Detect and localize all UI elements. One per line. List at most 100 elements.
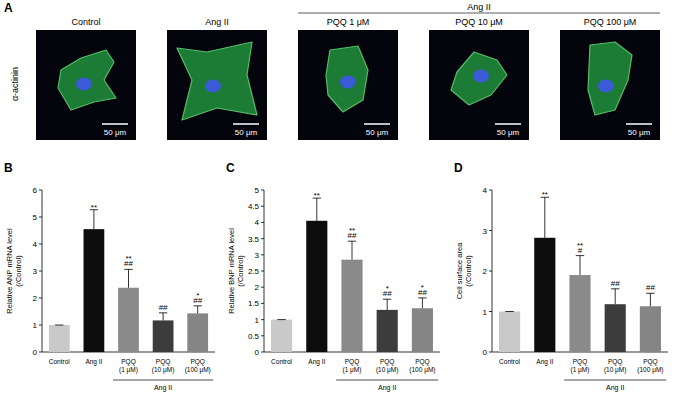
micrograph [298, 30, 398, 140]
x-tick-label-line: PQQ [608, 358, 622, 366]
group-bracket [564, 380, 666, 381]
scale-bar [495, 123, 521, 125]
y-tick-label: 0.5 [248, 332, 260, 341]
error-bar [277, 319, 285, 320]
y-tick-label: 1 [483, 308, 488, 317]
y-tick [39, 217, 42, 218]
treatment-label: Ang II [467, 2, 491, 12]
cell-body [58, 50, 116, 110]
error-bar [576, 256, 584, 275]
plot-area [499, 197, 661, 352]
stain-label: α-actinin [10, 67, 20, 101]
error-bar [159, 313, 167, 321]
x-tick-label-line: (1 μM) [343, 366, 362, 374]
x-tick-label: PQQ(10 μM) [152, 358, 175, 374]
significance: * [196, 291, 199, 300]
error-bar [194, 306, 202, 314]
x-tick-label-line: (100 μM) [185, 366, 211, 374]
y-tick [261, 319, 264, 320]
x-tick-label: PQQ(1 μM) [571, 358, 590, 374]
bar [569, 275, 590, 352]
x-tick-label: PQQ(1 μM) [119, 358, 138, 374]
x-tick-label-line: (100 μM) [409, 366, 435, 374]
y-tick [39, 190, 42, 191]
x-tick-label: PQQ(1 μM) [343, 358, 362, 374]
bar [412, 308, 433, 352]
y-tick-label: 2 [33, 294, 38, 303]
y-tick-label: 3 [483, 227, 488, 236]
bar [118, 288, 139, 352]
image-label: PQQ 10 μM [455, 17, 503, 27]
y-tick-label: 3 [33, 267, 38, 276]
error-bar [418, 298, 426, 308]
nucleus [473, 70, 489, 83]
y-tick [261, 254, 264, 255]
x-tick-label-line: (10 μM) [604, 366, 627, 374]
x-tick-label: PQQ(10 μM) [376, 358, 399, 374]
bar [534, 238, 555, 352]
y-tick [39, 244, 42, 245]
cell [58, 50, 116, 110]
x-tick-label-line: (10 μM) [376, 366, 399, 374]
bar [187, 313, 208, 352]
y-tick-label: 6 [33, 186, 38, 195]
y-axis-label-line: Cell surface area [455, 242, 464, 300]
y-axis-label-line: (/Control) [14, 255, 23, 287]
significance: * [421, 283, 424, 292]
bar [341, 260, 362, 352]
x-tick-label: PQQ(100 μM) [637, 358, 663, 374]
y-tick [39, 352, 42, 353]
scale-bar [102, 123, 128, 125]
x-tick-label: Ang II [308, 358, 325, 366]
y-tick [489, 230, 492, 231]
x-tick-label: PQQ(100 μM) [185, 358, 211, 374]
nucleus [205, 80, 221, 93]
y-axis-label: Relative ANP mRNA level(/Control) [5, 228, 23, 314]
significance: ** [91, 203, 97, 212]
error-bar [383, 299, 391, 310]
y-tick-label: 0 [483, 348, 488, 357]
x-tick-label-line: PQQ [345, 358, 359, 366]
y-tick-label: 4.5 [248, 202, 260, 211]
micrograph [429, 30, 529, 140]
group-label: Ang II [378, 384, 396, 392]
panel-letter: A [4, 1, 13, 15]
scale-bar [233, 123, 259, 125]
bar [499, 312, 520, 353]
y-tick-label: 0 [255, 348, 260, 357]
bar [153, 320, 174, 352]
significance: ** [577, 241, 583, 250]
y-tick [489, 311, 492, 312]
y-tick-label: 2 [255, 283, 260, 292]
x-tick-label-line: Control [499, 358, 521, 365]
x-tick-label: Control [49, 358, 71, 365]
significance: ## [646, 283, 655, 292]
figure: Aα-actininAng II50 μmControl50 μmAng II5… [0, 0, 690, 405]
cell [588, 42, 632, 115]
panel-letter: D [454, 161, 463, 175]
bar [377, 310, 398, 352]
significance: * [386, 284, 389, 293]
significance: ## [611, 279, 620, 288]
x-tick-label-line: PQQ [573, 358, 587, 366]
plot-area [49, 210, 208, 352]
x-tick-label-line: (10 μM) [152, 366, 175, 374]
y-tick [489, 271, 492, 272]
y-tick-label: 4 [483, 186, 488, 195]
bar [84, 229, 105, 352]
x-tick-label: Control [271, 358, 293, 365]
y-tick-label: 4 [255, 218, 260, 227]
x-tick-label-line: (100 μM) [637, 366, 663, 374]
y-axis-label-line: (/Control) [236, 255, 245, 287]
significance: ** [314, 191, 320, 200]
y-tick-label: 1 [33, 321, 38, 330]
y-tick [261, 335, 264, 336]
scale-bar [626, 123, 652, 125]
image-label: PQQ 1 μM [327, 17, 370, 27]
x-tick-label-line: Ang II [85, 358, 102, 366]
y-axis-label: Relative BNP mRNA level(/Control) [227, 228, 245, 314]
x-tick-label-line: PQQ [643, 358, 657, 366]
x-tick-label-line: PQQ [121, 358, 135, 366]
image-label: Ang II [205, 17, 229, 27]
x-tick-label-line: Control [271, 358, 293, 365]
